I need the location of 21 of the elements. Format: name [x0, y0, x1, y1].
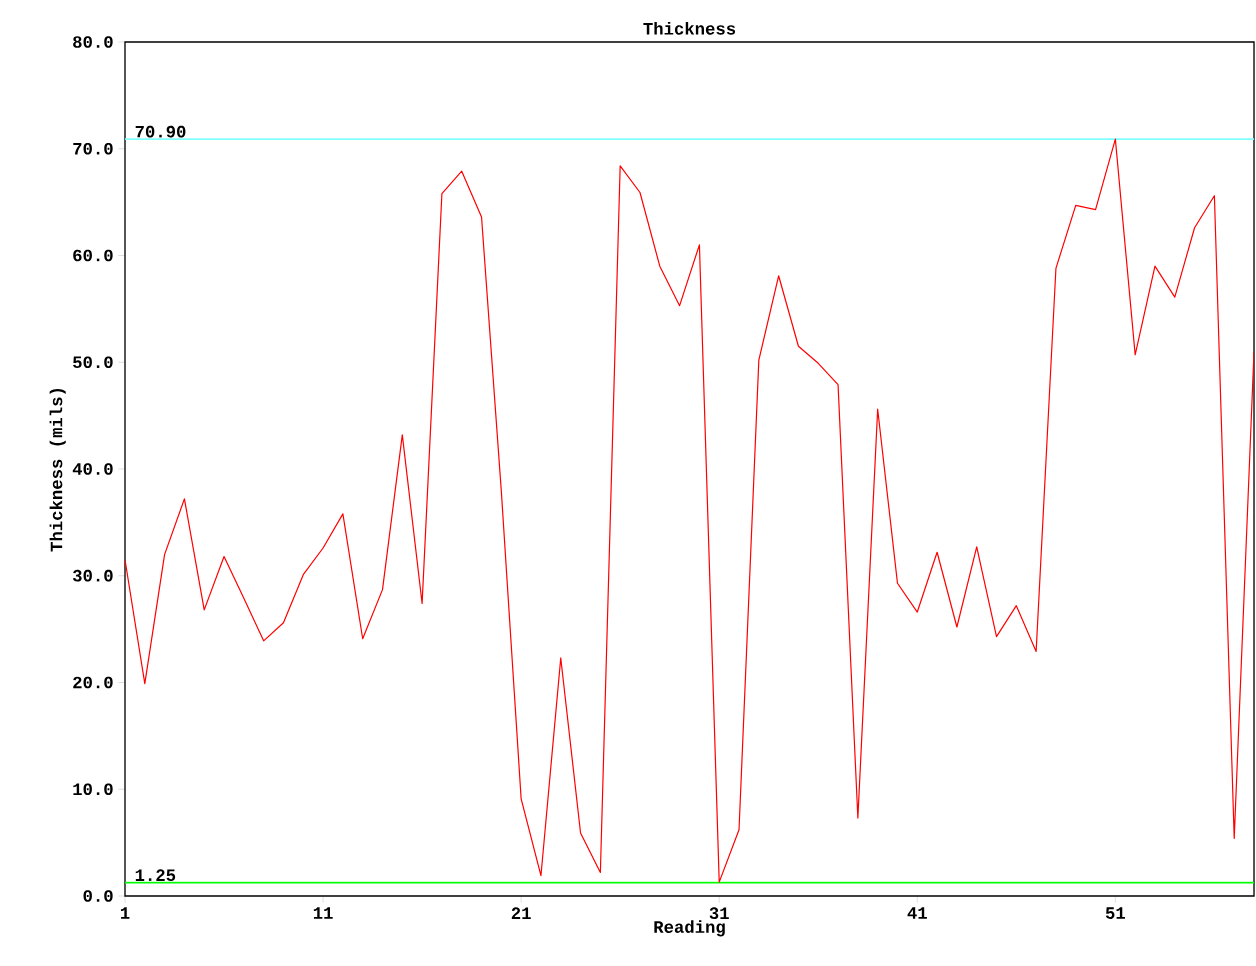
- y-tick-label: 70.0: [73, 142, 113, 155]
- y-tick-label: 0.0: [83, 890, 113, 902]
- y-tick-label: 60.0: [73, 249, 113, 262]
- y-tick-label: 10.0: [73, 783, 113, 796]
- y-tick-label: 20.0: [73, 676, 113, 689]
- y-tick-label: 80.0: [73, 36, 113, 48]
- x-tick-label: 31: [709, 907, 729, 920]
- y-tick-label: 50.0: [73, 356, 113, 369]
- y-axis-title: Thickness (mils): [49, 389, 66, 552]
- x-tick-label: 11: [313, 907, 333, 919]
- ref-line-label: 70.90: [135, 125, 186, 138]
- line-series: [125, 138, 1255, 883]
- x-tick-label: 21: [511, 907, 531, 919]
- ref-line-label: 1.25: [135, 869, 176, 882]
- y-tick-label: 30.0: [72, 569, 113, 582]
- chart-title: Thickness: [643, 21, 736, 35]
- x-tick-label: 41: [907, 907, 927, 919]
- x-axis-title: Reading: [654, 920, 725, 937]
- x-tick-label: 1: [120, 907, 130, 919]
- y-tick-label: 40.0: [72, 463, 113, 475]
- x-tick-label: 51: [1105, 907, 1125, 919]
